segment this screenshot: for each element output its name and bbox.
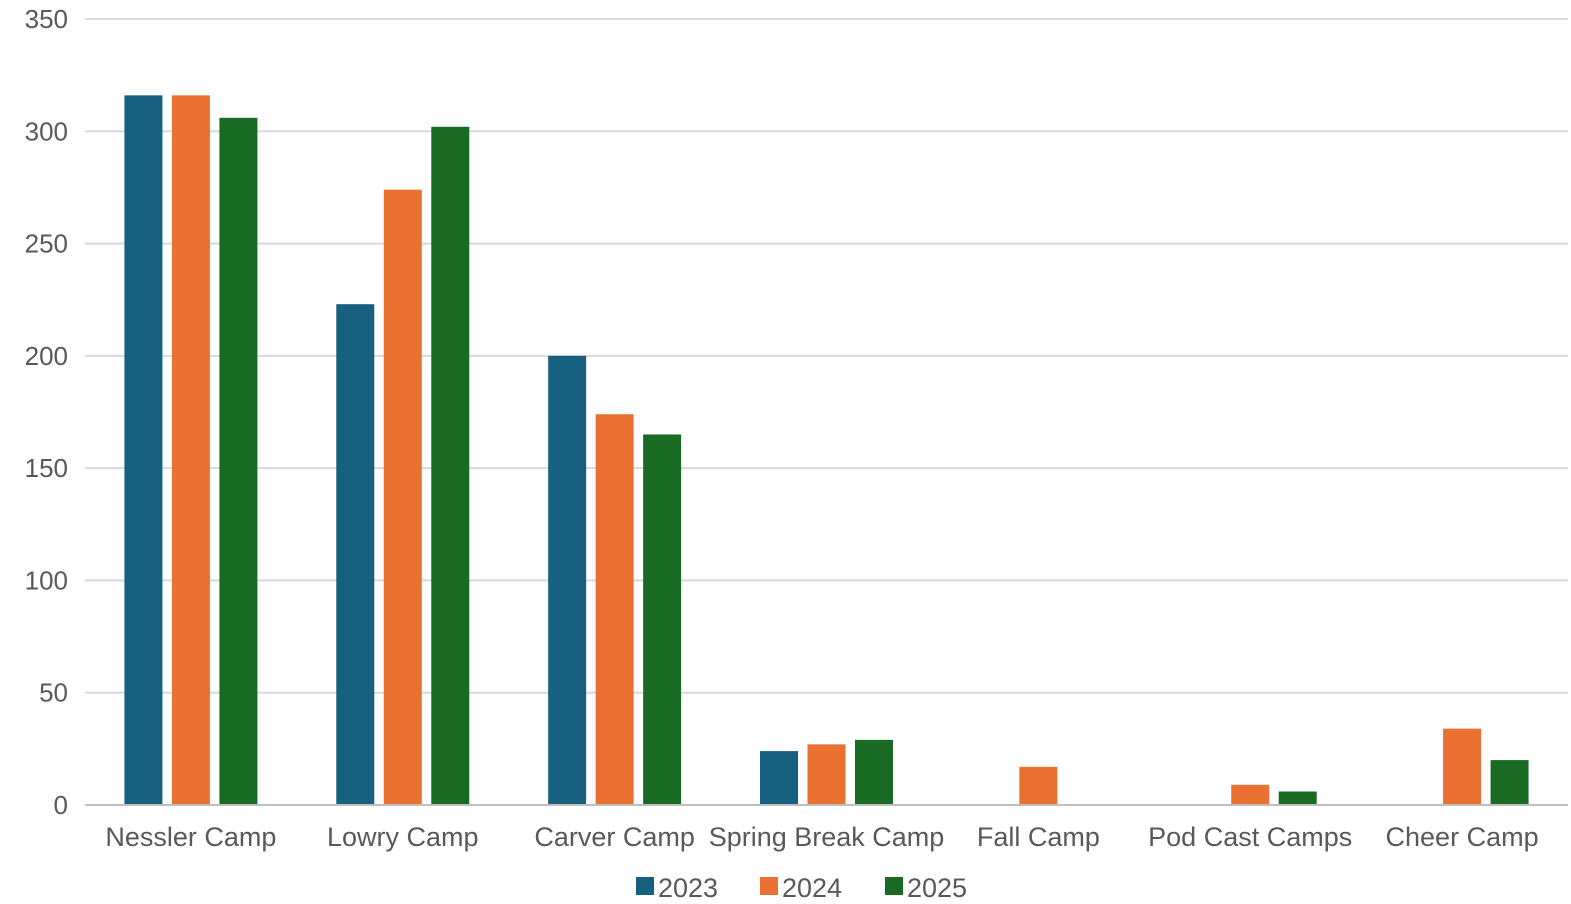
legend-swatch-2023 bbox=[636, 877, 654, 895]
legend-label-2025: 2025 bbox=[907, 873, 967, 903]
bar-2025-cheer-camp bbox=[1490, 760, 1529, 805]
y-tick-label: 50 bbox=[39, 678, 68, 708]
bar-2025-carver-camp bbox=[643, 434, 682, 805]
bar-2023-carver-camp bbox=[548, 355, 587, 805]
x-category-label: Fall Camp bbox=[977, 822, 1100, 852]
y-tick-label: 350 bbox=[25, 4, 68, 34]
legend-label-2023: 2023 bbox=[658, 873, 718, 903]
x-axis-category-labels: Nessler Camp Lowry Camp Carver Camp Spring … bbox=[105, 822, 1538, 852]
bar-2024-carver-camp bbox=[595, 414, 634, 805]
x-category-label: Carver Camp bbox=[534, 822, 695, 852]
x-category-label: Cheer Camp bbox=[1386, 822, 1539, 852]
x-category-label: Lowry Camp bbox=[327, 822, 479, 852]
bar-2023-nessler-camp bbox=[124, 95, 163, 805]
y-tick-label: 250 bbox=[25, 229, 68, 259]
bar-2025-spring-break-camp bbox=[855, 739, 893, 805]
legend: 2023 2024 2025 bbox=[636, 873, 967, 903]
y-tick-label: 0 bbox=[54, 790, 68, 820]
y-tick-label: 100 bbox=[25, 565, 68, 595]
bar-2025-pod-cast-camps bbox=[1278, 791, 1317, 805]
bar-2025-nessler-camp bbox=[219, 117, 258, 806]
bar-2024-lowry-camp bbox=[383, 189, 422, 805]
bar-2024-pod-cast-camps bbox=[1231, 784, 1270, 805]
gridlines bbox=[85, 18, 1568, 694]
bar-2024-cheer-camp bbox=[1443, 728, 1482, 805]
bar-2023-spring-break-camp bbox=[760, 751, 798, 805]
y-tick-label: 150 bbox=[25, 453, 68, 483]
legend-label-2024: 2024 bbox=[782, 873, 842, 903]
x-category-label: Nessler Camp bbox=[105, 822, 276, 852]
x-category-label: Pod Cast Camps bbox=[1148, 822, 1352, 852]
bar-2024-spring-break-camp bbox=[807, 744, 846, 805]
legend-swatch-2025 bbox=[885, 877, 903, 895]
legend-swatch-2024 bbox=[760, 877, 778, 895]
bar-2023-lowry-camp bbox=[336, 304, 375, 805]
bars bbox=[124, 95, 1529, 806]
y-tick-label: 300 bbox=[25, 116, 68, 146]
bar-2024-fall-camp bbox=[1019, 766, 1058, 805]
y-axis-tick-labels: 0 50 100 150 200 250 300 350 bbox=[25, 4, 68, 820]
y-tick-label: 200 bbox=[25, 341, 68, 371]
bar-2024-nessler-camp bbox=[171, 95, 210, 805]
x-category-label: Spring Break Camp bbox=[709, 822, 945, 852]
bar-2025-lowry-camp bbox=[431, 126, 470, 805]
